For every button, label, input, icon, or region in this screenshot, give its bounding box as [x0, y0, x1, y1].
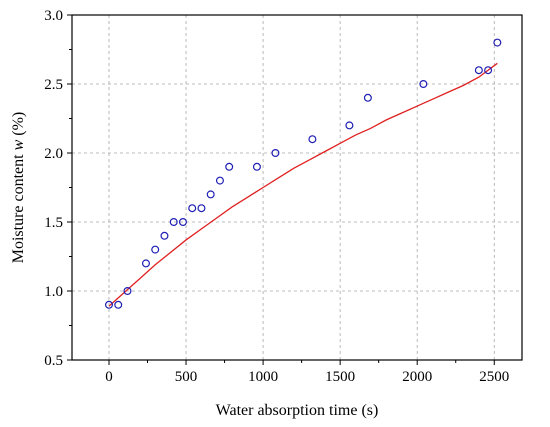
data-point — [271, 149, 280, 158]
grid — [72, 14, 522, 361]
data-point — [206, 190, 215, 199]
data-point — [484, 66, 493, 75]
x-tick-label: 0 — [105, 369, 113, 385]
data-point — [493, 38, 502, 47]
data-point — [160, 231, 169, 240]
y-axis-label-unit: (%) — [10, 112, 27, 140]
data-point — [474, 66, 483, 75]
data-point — [308, 135, 317, 144]
data-point — [197, 204, 206, 213]
data-point — [114, 300, 123, 309]
y-tick-label: 3.0 — [44, 8, 63, 24]
x-axis-ticks: 0 500 1000 1500 2000 2500 — [105, 360, 509, 385]
y-axis-ticks: 0.5 1.0 1.5 2.0 2.5 3.0 — [44, 8, 72, 369]
x-tick-label: 2500 — [479, 369, 509, 385]
data-point — [104, 300, 113, 309]
x-tick-label: 1500 — [325, 369, 355, 385]
data-point — [419, 79, 428, 88]
data-point — [345, 121, 354, 130]
y-tick-label: 2.5 — [44, 77, 63, 93]
data-point — [225, 162, 234, 171]
data-point — [169, 218, 178, 227]
data-points — [104, 38, 502, 309]
y-tick-label: 1.5 — [44, 215, 63, 231]
y-tick-label: 0.5 — [44, 353, 63, 369]
x-axis-label: Water absorption time (s) — [216, 402, 379, 419]
fit-curve — [108, 62, 498, 307]
data-point — [178, 218, 187, 227]
fit-curve-group — [108, 62, 498, 307]
data-point — [141, 259, 150, 268]
data-point — [252, 162, 261, 171]
data-point — [123, 287, 132, 296]
y-tick-label: 2.0 — [44, 146, 63, 162]
data-point — [363, 93, 372, 102]
data-point — [151, 245, 160, 254]
y-axis-label-symbol: w — [10, 139, 27, 150]
x-tick-label: 2000 — [402, 369, 432, 385]
data-point — [215, 176, 224, 185]
x-tick-label: 1000 — [248, 369, 278, 385]
y-axis-label: Moisture content w (%) — [10, 112, 27, 264]
y-axis-label-prefix: Moisture content — [10, 150, 27, 263]
data-point — [188, 204, 197, 213]
plot-frame — [71, 14, 523, 361]
y-tick-label: 1.0 — [44, 284, 63, 300]
x-tick-label: 500 — [175, 369, 198, 385]
